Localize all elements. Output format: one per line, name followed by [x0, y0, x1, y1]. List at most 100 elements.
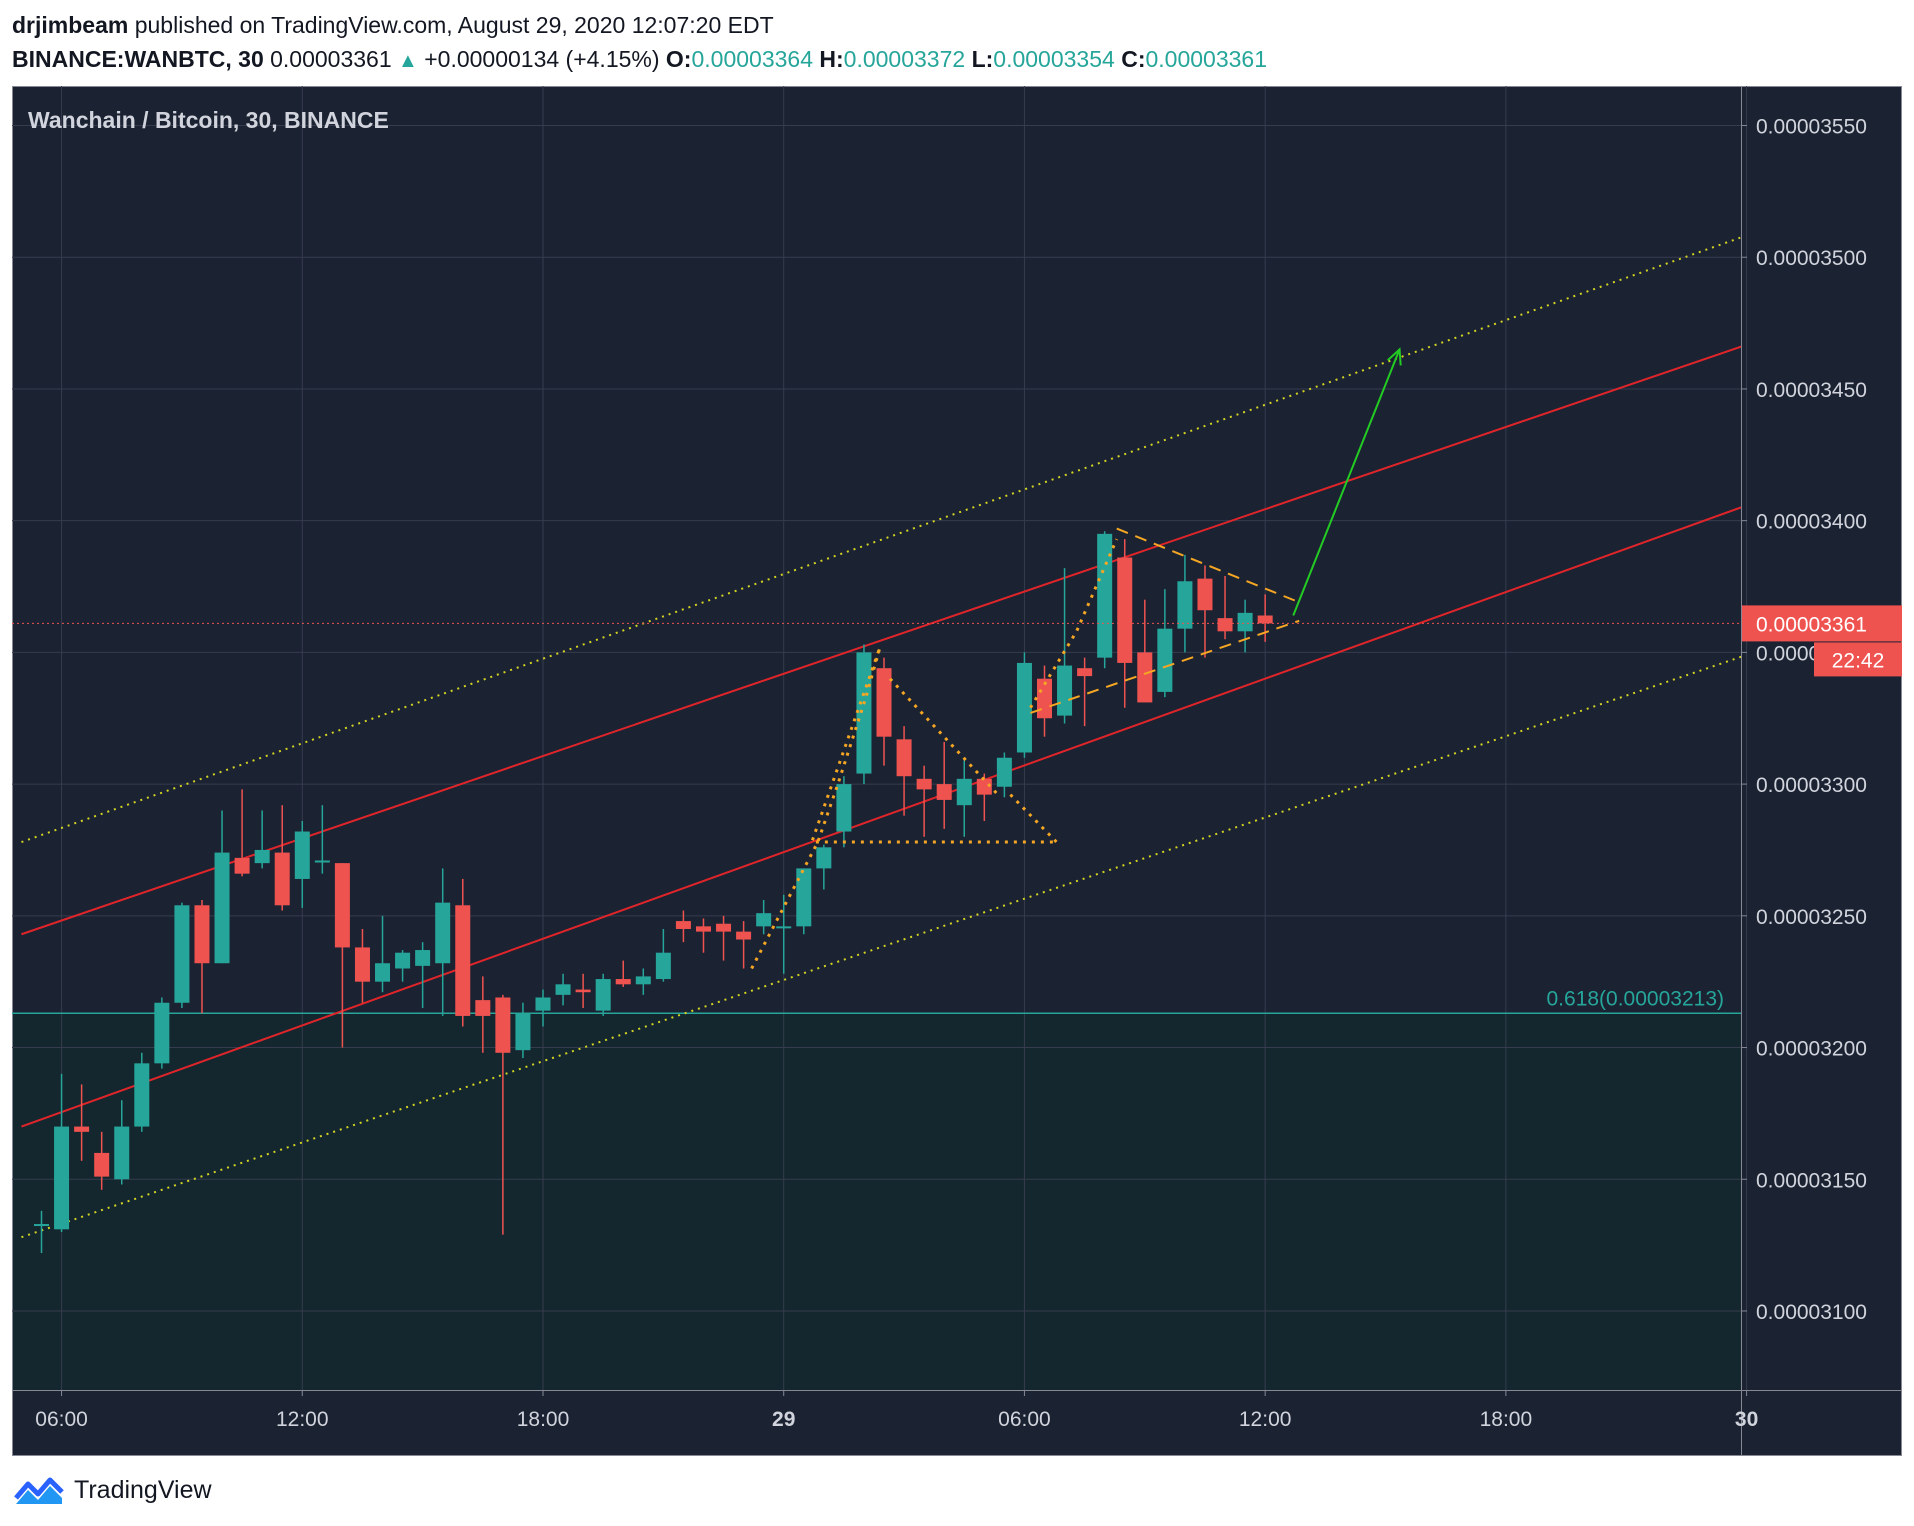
candle-body — [455, 905, 471, 1016]
candle-body — [575, 989, 591, 993]
time-tick-label: 29 — [772, 1408, 795, 1431]
outer-channel-upper — [21, 236, 1741, 843]
close-value: 0.00003361 — [1145, 46, 1267, 72]
candle-body — [756, 913, 772, 927]
footer-brand[interactable]: TradingView — [74, 1475, 212, 1504]
price-tick-label: 0.00003500 — [1756, 247, 1867, 270]
candle-body — [1077, 668, 1093, 677]
price-tick-label: 0.00003100 — [1756, 1301, 1867, 1324]
candles — [34, 531, 1273, 1254]
candle-body — [856, 652, 872, 774]
candle-body — [435, 902, 451, 964]
candle-body — [54, 1126, 70, 1230]
candle-body — [555, 984, 571, 995]
footer: TradingView — [12, 1470, 212, 1510]
candle-body — [896, 739, 912, 777]
channel-upper-line — [21, 345, 1741, 936]
plot-area: 0.618(0.00003213) — [12, 236, 1741, 1254]
candle-body — [695, 926, 711, 932]
candle-body — [1037, 678, 1052, 719]
candle-body — [1057, 665, 1073, 716]
candle-body — [294, 831, 310, 879]
candle-body — [34, 1224, 49, 1227]
time-tick-label: 06:00 — [35, 1408, 88, 1431]
pattern-outline-tri — [1009, 793, 1058, 844]
price-tick-label: 0.00003150 — [1756, 1169, 1867, 1192]
price-tick-label: 0.00003250 — [1756, 906, 1867, 929]
candle-body — [415, 950, 431, 966]
candle-body — [94, 1152, 110, 1177]
publish-info: published on TradingView.com, August 29,… — [134, 12, 774, 38]
price-tick-label: 0.00003300 — [1756, 774, 1867, 797]
flag-top-line — [1116, 527, 1300, 604]
candle-body — [334, 863, 350, 948]
candle-body — [354, 947, 370, 982]
flag-pole — [1029, 538, 1119, 709]
time-axis: 06:00 12:00 18:00 29 06:00 12:00 18:00 30 — [35, 1390, 1758, 1431]
candle-body — [1197, 578, 1213, 611]
candle-body — [1097, 533, 1113, 658]
channel-lower-line — [21, 506, 1741, 1128]
time-tick-label: 12:00 — [1239, 1408, 1292, 1431]
candle-body — [876, 668, 892, 737]
candle-body — [395, 952, 411, 969]
open-label: O: — [665, 46, 692, 72]
candle-body — [475, 1000, 491, 1016]
candle-body — [194, 905, 210, 964]
candle-body — [655, 952, 671, 980]
last-price-badge-value: 0.00003361 — [1756, 613, 1867, 636]
candle-body — [114, 1126, 130, 1180]
candle-body — [1117, 557, 1133, 663]
candle-body — [1157, 628, 1173, 692]
candle-body — [254, 849, 270, 864]
time-tick-label: 18:00 — [1480, 1408, 1533, 1431]
candle-body — [716, 923, 732, 932]
candle-body — [635, 976, 651, 985]
price-tick-label: 0.00003400 — [1756, 511, 1867, 534]
flag-bottom-line — [1030, 619, 1300, 714]
author-name[interactable]: drjimbeam — [12, 12, 129, 38]
candle-body — [1237, 612, 1253, 632]
candle-body — [174, 905, 190, 1003]
grid-lines — [12, 86, 1748, 1390]
fib-zone — [13, 1013, 1741, 1390]
target-arrow-head — [1387, 347, 1402, 366]
candle-body — [1177, 581, 1193, 629]
candle-body — [375, 963, 391, 982]
ohlc-line: BINANCE:WANBTC, 30 0.00003361 ▲ +0.00000… — [12, 42, 1267, 78]
candle-body — [796, 868, 812, 927]
price-change: +0.00000134 (+4.15%) — [424, 46, 660, 72]
chart-title: Wanchain / Bitcoin, 30, BINANCE — [28, 107, 389, 133]
last-price-badge — [1742, 605, 1902, 642]
candle-body — [1257, 615, 1273, 624]
candle-body — [134, 1063, 150, 1127]
candle-body — [515, 1013, 531, 1051]
tradingview-logo-icon — [14, 1477, 64, 1504]
candle-body — [595, 979, 611, 1011]
time-tick-label: 18:00 — [517, 1408, 570, 1431]
price-tick-label: 0.00003200 — [1756, 1038, 1867, 1061]
fib-label: 0.618(0.00003213) — [1547, 987, 1725, 1010]
high-value: 0.00003372 — [843, 46, 966, 72]
symbol-label: BINANCE:WANBTC, 30 — [12, 46, 264, 72]
candle-body — [916, 778, 932, 790]
time-tick-label: 30 — [1735, 1408, 1758, 1431]
publish-line: drjimbeam published on TradingView.com, … — [12, 8, 1267, 42]
candle-body — [274, 852, 290, 906]
candle-body — [615, 979, 631, 985]
countdown-badge — [1814, 642, 1902, 677]
candle-body — [976, 778, 992, 795]
candle-body — [535, 997, 551, 1011]
candle-body — [736, 931, 752, 940]
candle-body — [1016, 662, 1032, 753]
candle-body — [314, 860, 330, 863]
candle-body — [956, 778, 972, 806]
candle-body — [996, 757, 1012, 787]
price-tick-label: 0.00003550 — [1756, 116, 1867, 139]
candlestick-chart[interactable]: Wanchain / Bitcoin, 30, BINANCE 0.618(0.0… — [12, 86, 1902, 1456]
candle-body — [936, 784, 952, 800]
price-tick-label: 0.00003450 — [1756, 379, 1867, 402]
candle-body — [495, 997, 511, 1053]
last-price: 0.00003361 — [270, 46, 392, 72]
up-triangle-icon: ▲ — [398, 50, 418, 72]
